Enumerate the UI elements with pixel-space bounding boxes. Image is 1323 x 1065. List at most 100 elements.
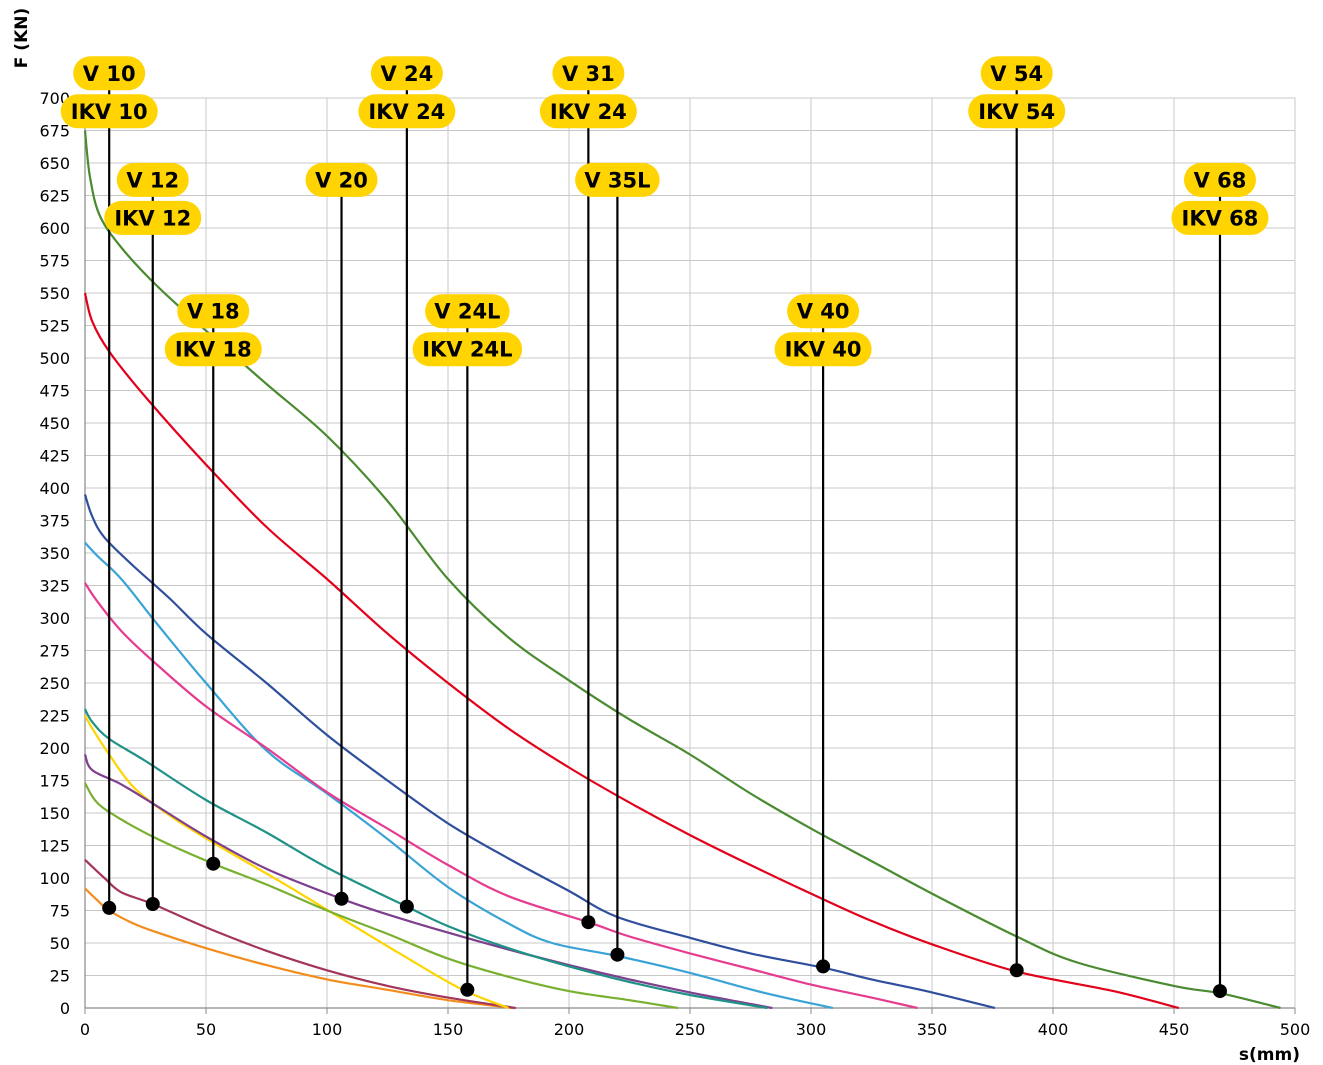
series-label-pill: V 35L (575, 162, 660, 197)
y-tick-label: 350 (39, 544, 70, 563)
series-label-text: IKV 54 (978, 100, 1055, 124)
series-label-pill: V 31 (552, 56, 625, 91)
end-marker-6 (460, 982, 475, 997)
series-label-text: IKV 12 (114, 206, 191, 230)
x-tick-label: 200 (554, 1020, 585, 1039)
y-tick-label: 250 (39, 674, 70, 693)
series-label-pill: V 40 (787, 294, 860, 329)
label-background (73, 56, 146, 91)
series-lines (83, 130, 1281, 1010)
x-axis-title: s(mm) (1239, 1045, 1300, 1065)
end-marker-9 (816, 959, 831, 974)
series-label-text: IKV 40 (785, 338, 862, 362)
end-marker-3 (206, 856, 221, 871)
axes: 0 25 50 75 100 125 150 175 200 225 250 275 300 325 350… (39, 89, 1310, 1039)
y-tick-label: 400 (39, 479, 70, 498)
series-label-pill: IKV 12 (104, 200, 202, 235)
x-tick-label: 250 (675, 1020, 706, 1039)
x-tick-label: 0 (80, 1020, 90, 1039)
series-label-pill: V 12 (116, 162, 189, 197)
series-label-pill: IKV 18 (164, 332, 262, 367)
label-background (116, 162, 189, 197)
series-label-text: V 40 (797, 300, 850, 324)
series-line-6 (84, 708, 768, 1010)
series-line-3 (84, 714, 509, 1010)
series-label-pill: IKV 40 (774, 332, 872, 367)
label-background (980, 56, 1053, 91)
series-label-text: IKV 10 (71, 100, 148, 124)
label-background (552, 56, 625, 91)
series-line-11 (83, 130, 1281, 1010)
label-background (968, 94, 1066, 129)
x-tick-label: 100 (312, 1020, 343, 1039)
y-tick-label: 150 (39, 804, 70, 823)
label-background (412, 332, 523, 367)
series-label-text: IKV 68 (1182, 206, 1259, 230)
label-background (164, 332, 262, 367)
x-tick-label: 150 (433, 1020, 464, 1039)
x-tick-label: 50 (196, 1020, 216, 1039)
series-label-text: V 68 (1194, 168, 1247, 192)
series-label-text: V 54 (990, 62, 1043, 86)
x-tick-label: 500 (1280, 1020, 1311, 1039)
series-label-pill: V 20 (305, 162, 378, 197)
label-background (787, 294, 860, 329)
series-label-text: V 18 (187, 300, 240, 324)
y-tick-label: 650 (39, 154, 70, 173)
series-label-text: IKV 24 (368, 100, 445, 124)
y-tick-label: 300 (39, 609, 70, 628)
y-tick-label: 475 (39, 382, 70, 401)
y-tick-label: 450 (39, 414, 70, 433)
end-marker-11 (1212, 984, 1227, 999)
series-label-text: V 24 (380, 62, 433, 86)
grid (84, 97, 1296, 1009)
end-marker-10 (1009, 963, 1024, 978)
label-background (1171, 200, 1269, 235)
x-tick-label: 300 (796, 1020, 827, 1039)
label-background (575, 162, 660, 197)
y-tick-label: 200 (39, 739, 70, 758)
y-tick-label: 500 (39, 349, 70, 368)
series-label-pill: V 24L (425, 294, 510, 329)
y-tick-label: 575 (39, 252, 70, 271)
series-label-text: V 31 (562, 62, 615, 86)
series-line-8 (84, 582, 918, 1010)
y-tick-label: 625 (39, 187, 70, 206)
series-label-text: V 12 (126, 168, 179, 192)
series-label-pill: IKV 10 (60, 94, 158, 129)
series-label-pill: V 10 (73, 56, 146, 91)
series-label-text: V 24L (434, 300, 500, 324)
series-label-pill: V 54 (980, 56, 1053, 91)
series-label-pill: V 68 (1183, 162, 1256, 197)
y-tick-label: 50 (50, 934, 70, 953)
y-tick-label: 25 (50, 967, 70, 986)
x-tick-label: 350 (917, 1020, 948, 1039)
y-tick-label: 325 (39, 577, 70, 596)
series-label-pill: V 24 (370, 56, 443, 91)
y-tick-label: 525 (39, 317, 70, 336)
end-marker-2 (145, 897, 160, 911)
series-line-10 (83, 292, 1180, 1010)
x-tick-label: 400 (1038, 1020, 1069, 1039)
y-tick-label: 75 (50, 902, 70, 921)
y-tick-label: 175 (39, 772, 70, 791)
series-label-pill: IKV 54 (968, 94, 1066, 129)
y-tick-label: 550 (39, 284, 70, 303)
series-label-text: V 35L (584, 168, 650, 192)
y-tick-label: 100 (39, 869, 70, 888)
y-tick-label: 125 (39, 837, 70, 856)
y-tick-label: 700 (39, 89, 70, 108)
label-background (104, 200, 202, 235)
drop-lines (108, 73, 1222, 992)
series-labels: V 10 IKV 10 V 12 IKV 12 V 18 IKV 18 V 20 V 24 IK… (60, 56, 1269, 367)
series-label-pill: IKV 68 (1171, 200, 1269, 235)
markers (102, 856, 1227, 999)
y-tick-label: 600 (39, 219, 70, 238)
series-label-text: V 20 (315, 168, 368, 192)
end-marker-4 (334, 891, 349, 906)
y-tick-label: 225 (39, 707, 70, 726)
label-background (358, 94, 456, 129)
label-background (539, 94, 637, 129)
